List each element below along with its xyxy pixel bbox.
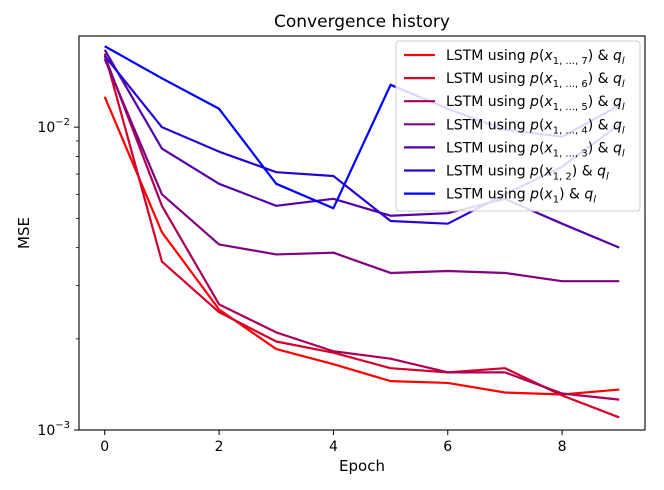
series-line-4 <box>103 58 620 283</box>
y-axis: 10−2 10−3 <box>37 117 79 439</box>
series-line-3 <box>103 55 620 401</box>
plot-frame <box>78 35 646 431</box>
x-axis: 0 2 4 6 8 <box>100 430 567 455</box>
legend: LSTM using p(x1, ..., 7) & ql LSTM using … <box>395 40 641 212</box>
x-tick-label: 8 <box>558 439 567 455</box>
legend-box <box>395 40 641 212</box>
legend-label: LSTM using p(x1, ..., 7) & ql <box>446 48 625 67</box>
legend-label: LSTM using p(x1, 2) & ql <box>446 164 609 183</box>
y-axis-title: MSE <box>15 217 33 249</box>
legend-label: LSTM using p(x1, ..., 6) & ql <box>446 71 625 90</box>
x-axis-title: Epoch <box>339 457 385 475</box>
y-tick-label: 10−2 <box>37 117 70 136</box>
legend-label: LSTM using p(x1, ..., 4) & ql <box>446 117 625 136</box>
legend-label: LSTM using p(x1, ..., 5) & ql <box>446 94 625 113</box>
x-tick-label: 0 <box>100 439 109 455</box>
chart-title: Convergence history <box>274 12 450 32</box>
legend-label: LSTM using p(x1, ..., 3) & ql <box>446 140 625 159</box>
plot-lines <box>103 45 620 419</box>
legend-label: LSTM using p(x1) & ql <box>446 187 596 206</box>
x-tick-label: 4 <box>329 439 338 455</box>
series-line-1 <box>103 96 620 396</box>
x-tick-label: 6 <box>443 439 452 455</box>
y-tick-label: 10−3 <box>37 420 70 439</box>
x-tick-label: 2 <box>215 439 224 455</box>
